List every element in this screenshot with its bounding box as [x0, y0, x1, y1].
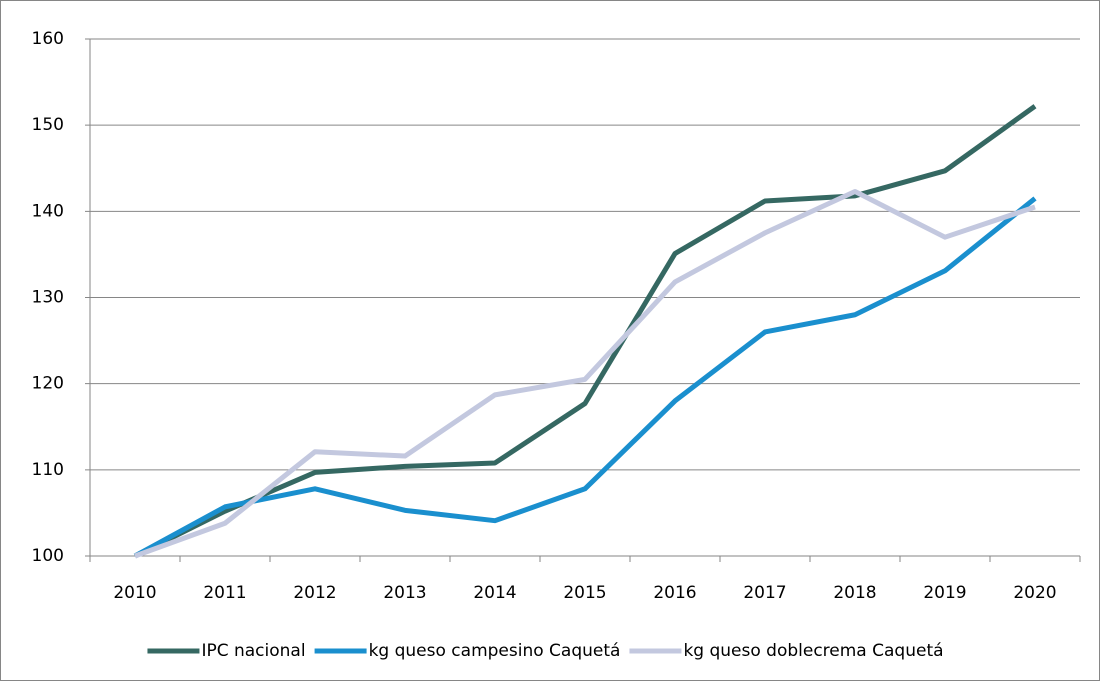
x-tick-label: 2010 [113, 583, 156, 603]
x-tick-label: 2018 [833, 583, 876, 603]
y-tick-label: 120 [32, 374, 64, 394]
x-tick-label: 2012 [293, 583, 336, 603]
y-tick-label: 160 [32, 29, 64, 49]
y-tick-label: 100 [32, 546, 64, 566]
x-tick-label: 2019 [923, 583, 966, 603]
x-tick-label: 2014 [473, 583, 516, 603]
x-tick-label: 2011 [203, 583, 246, 603]
legend-label: kg queso doblecrema Caquetá [683, 641, 943, 661]
series-line [133, 196, 1037, 559]
x-tick-label: 2013 [383, 583, 426, 603]
y-tick-label: 150 [32, 115, 64, 135]
y-tick-label: 130 [32, 288, 64, 308]
series-line [133, 104, 1037, 559]
series-line [134, 189, 1036, 559]
legend-label: kg queso campesino Caquetá [369, 641, 621, 661]
x-tick-label: 2016 [653, 583, 696, 603]
x-tick-label: 2020 [1013, 583, 1056, 603]
y-tick-label: 110 [32, 460, 64, 480]
legend-label: IPC nacional [201, 641, 305, 661]
x-tick-label: 2017 [743, 583, 786, 603]
y-tick-label: 140 [32, 201, 64, 221]
x-tick-label: 2015 [563, 583, 606, 603]
